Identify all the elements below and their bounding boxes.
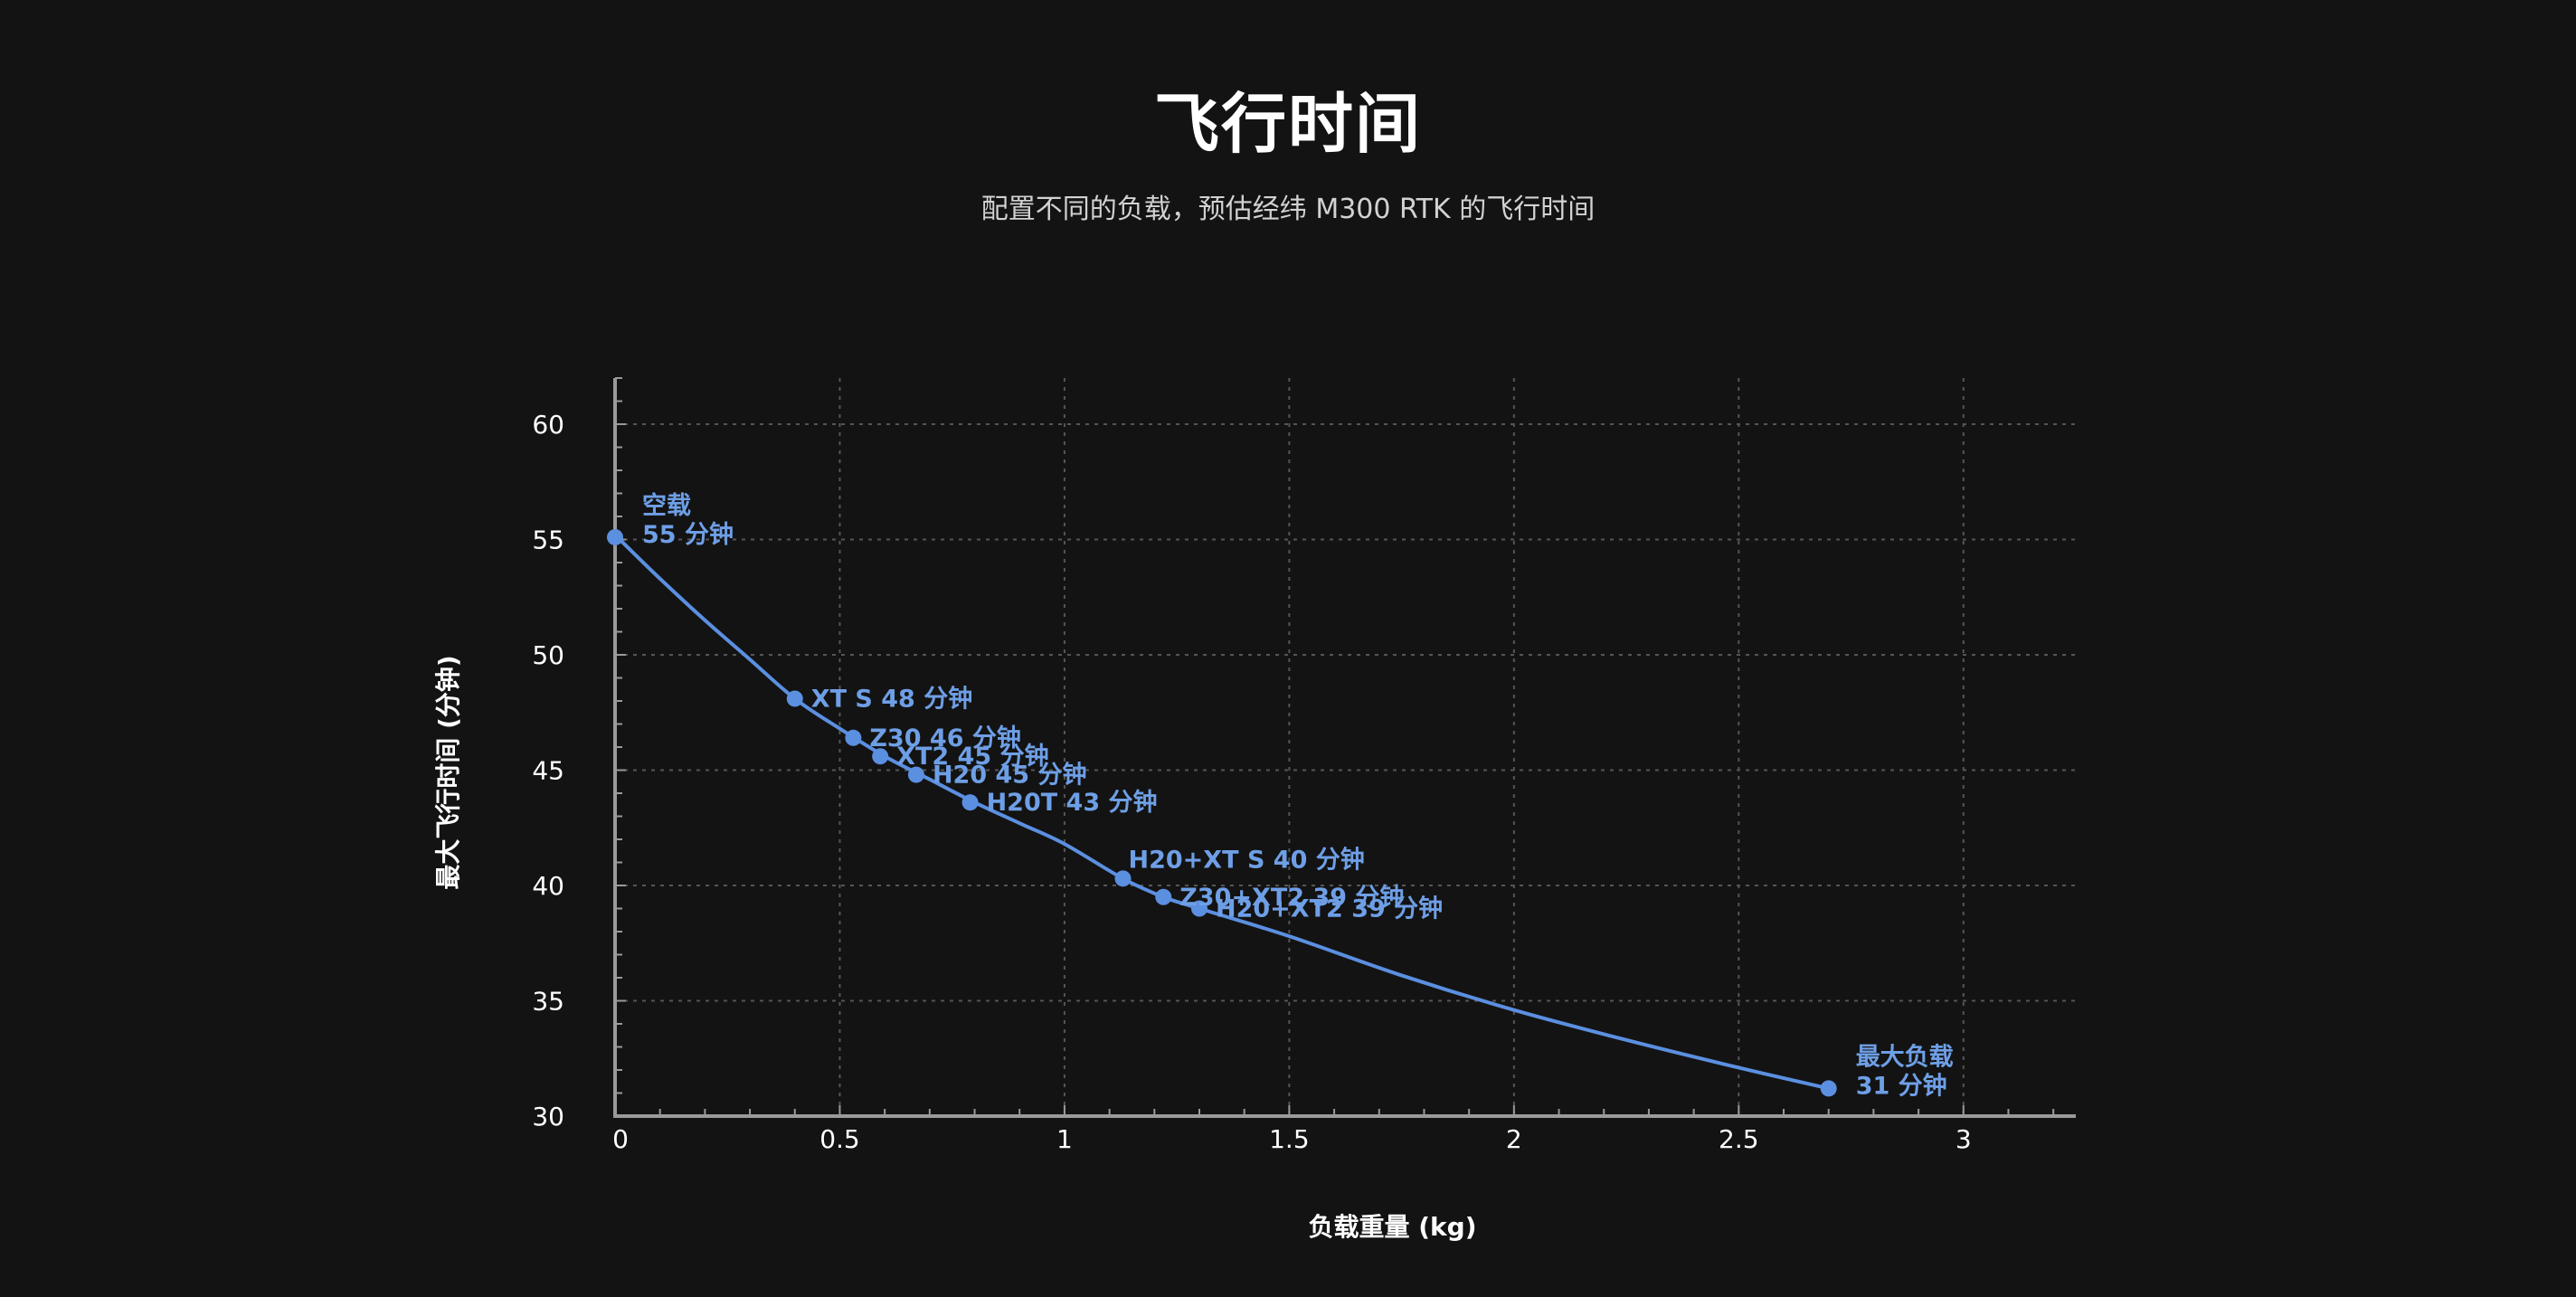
x-axis-title: 负载重量 (kg) (1308, 1212, 1476, 1242)
y-tick-label: 40 (532, 871, 564, 901)
tick-labels: 0 0.5 1 1.5 2 2.5 3 30 35 40 45 50 55 60 (532, 410, 1971, 1154)
data-label: H20+XT2 39 分钟 (1216, 895, 1443, 923)
x-tick-label: 3 (1956, 1124, 1972, 1154)
data-point (1114, 870, 1132, 887)
data-label: 最大负载 (1856, 1043, 1954, 1071)
y-tick-label: 50 (532, 640, 564, 670)
data-label: 空载 (642, 491, 691, 520)
y-tick-label: 45 (532, 756, 564, 786)
data-label: XT S 48 分钟 (811, 685, 972, 713)
minor-ticks (615, 377, 2055, 1116)
data-label: 31 分钟 (1856, 1072, 1947, 1100)
x-tick-label: 0.5 (819, 1124, 860, 1154)
data-point (1191, 900, 1208, 917)
data-point (907, 766, 924, 783)
data-point (872, 748, 889, 765)
data-label: XT2 45 分钟 (896, 743, 1048, 771)
flight-time-curve (613, 533, 1831, 1091)
data-label: Z30 46 分钟 (869, 724, 1021, 753)
data-point (1155, 888, 1172, 905)
data-label: H20 45 分钟 (933, 762, 1087, 790)
y-tick-label: 30 (532, 1102, 564, 1131)
data-point (961, 794, 979, 811)
data-label: 55 分钟 (642, 521, 734, 549)
x-tick-label: 2 (1506, 1124, 1522, 1154)
x-tick-label: 1 (1056, 1124, 1073, 1154)
x-tick-label: 2.5 (1719, 1124, 1759, 1154)
data-points (607, 528, 1837, 1097)
data-label: H20T 43 分钟 (987, 789, 1158, 817)
x-tick-label: 1.5 (1269, 1124, 1310, 1154)
data-point (845, 729, 862, 746)
x-tick-label: 0 (612, 1124, 629, 1154)
data-label: H20+XT S 40 分钟 (1129, 846, 1365, 874)
page-title: 飞行时间 (1153, 86, 1422, 162)
data-point (1820, 1080, 1837, 1097)
axes (613, 378, 2076, 1118)
data-label: Z30+XT2 39 分钟 (1179, 884, 1404, 912)
data-point (786, 690, 803, 707)
y-axis-title: 最大飞行时间 (分钟) (433, 655, 463, 889)
y-tick-label: 55 (532, 525, 564, 555)
y-tick-label: 60 (532, 410, 564, 440)
page-subtitle: 配置不同的负载，预估经纬 M300 RTK 的飞行时间 (980, 194, 1596, 225)
data-point (607, 528, 623, 545)
grid-lines (615, 378, 2076, 1116)
y-tick-label: 35 (532, 987, 564, 1017)
